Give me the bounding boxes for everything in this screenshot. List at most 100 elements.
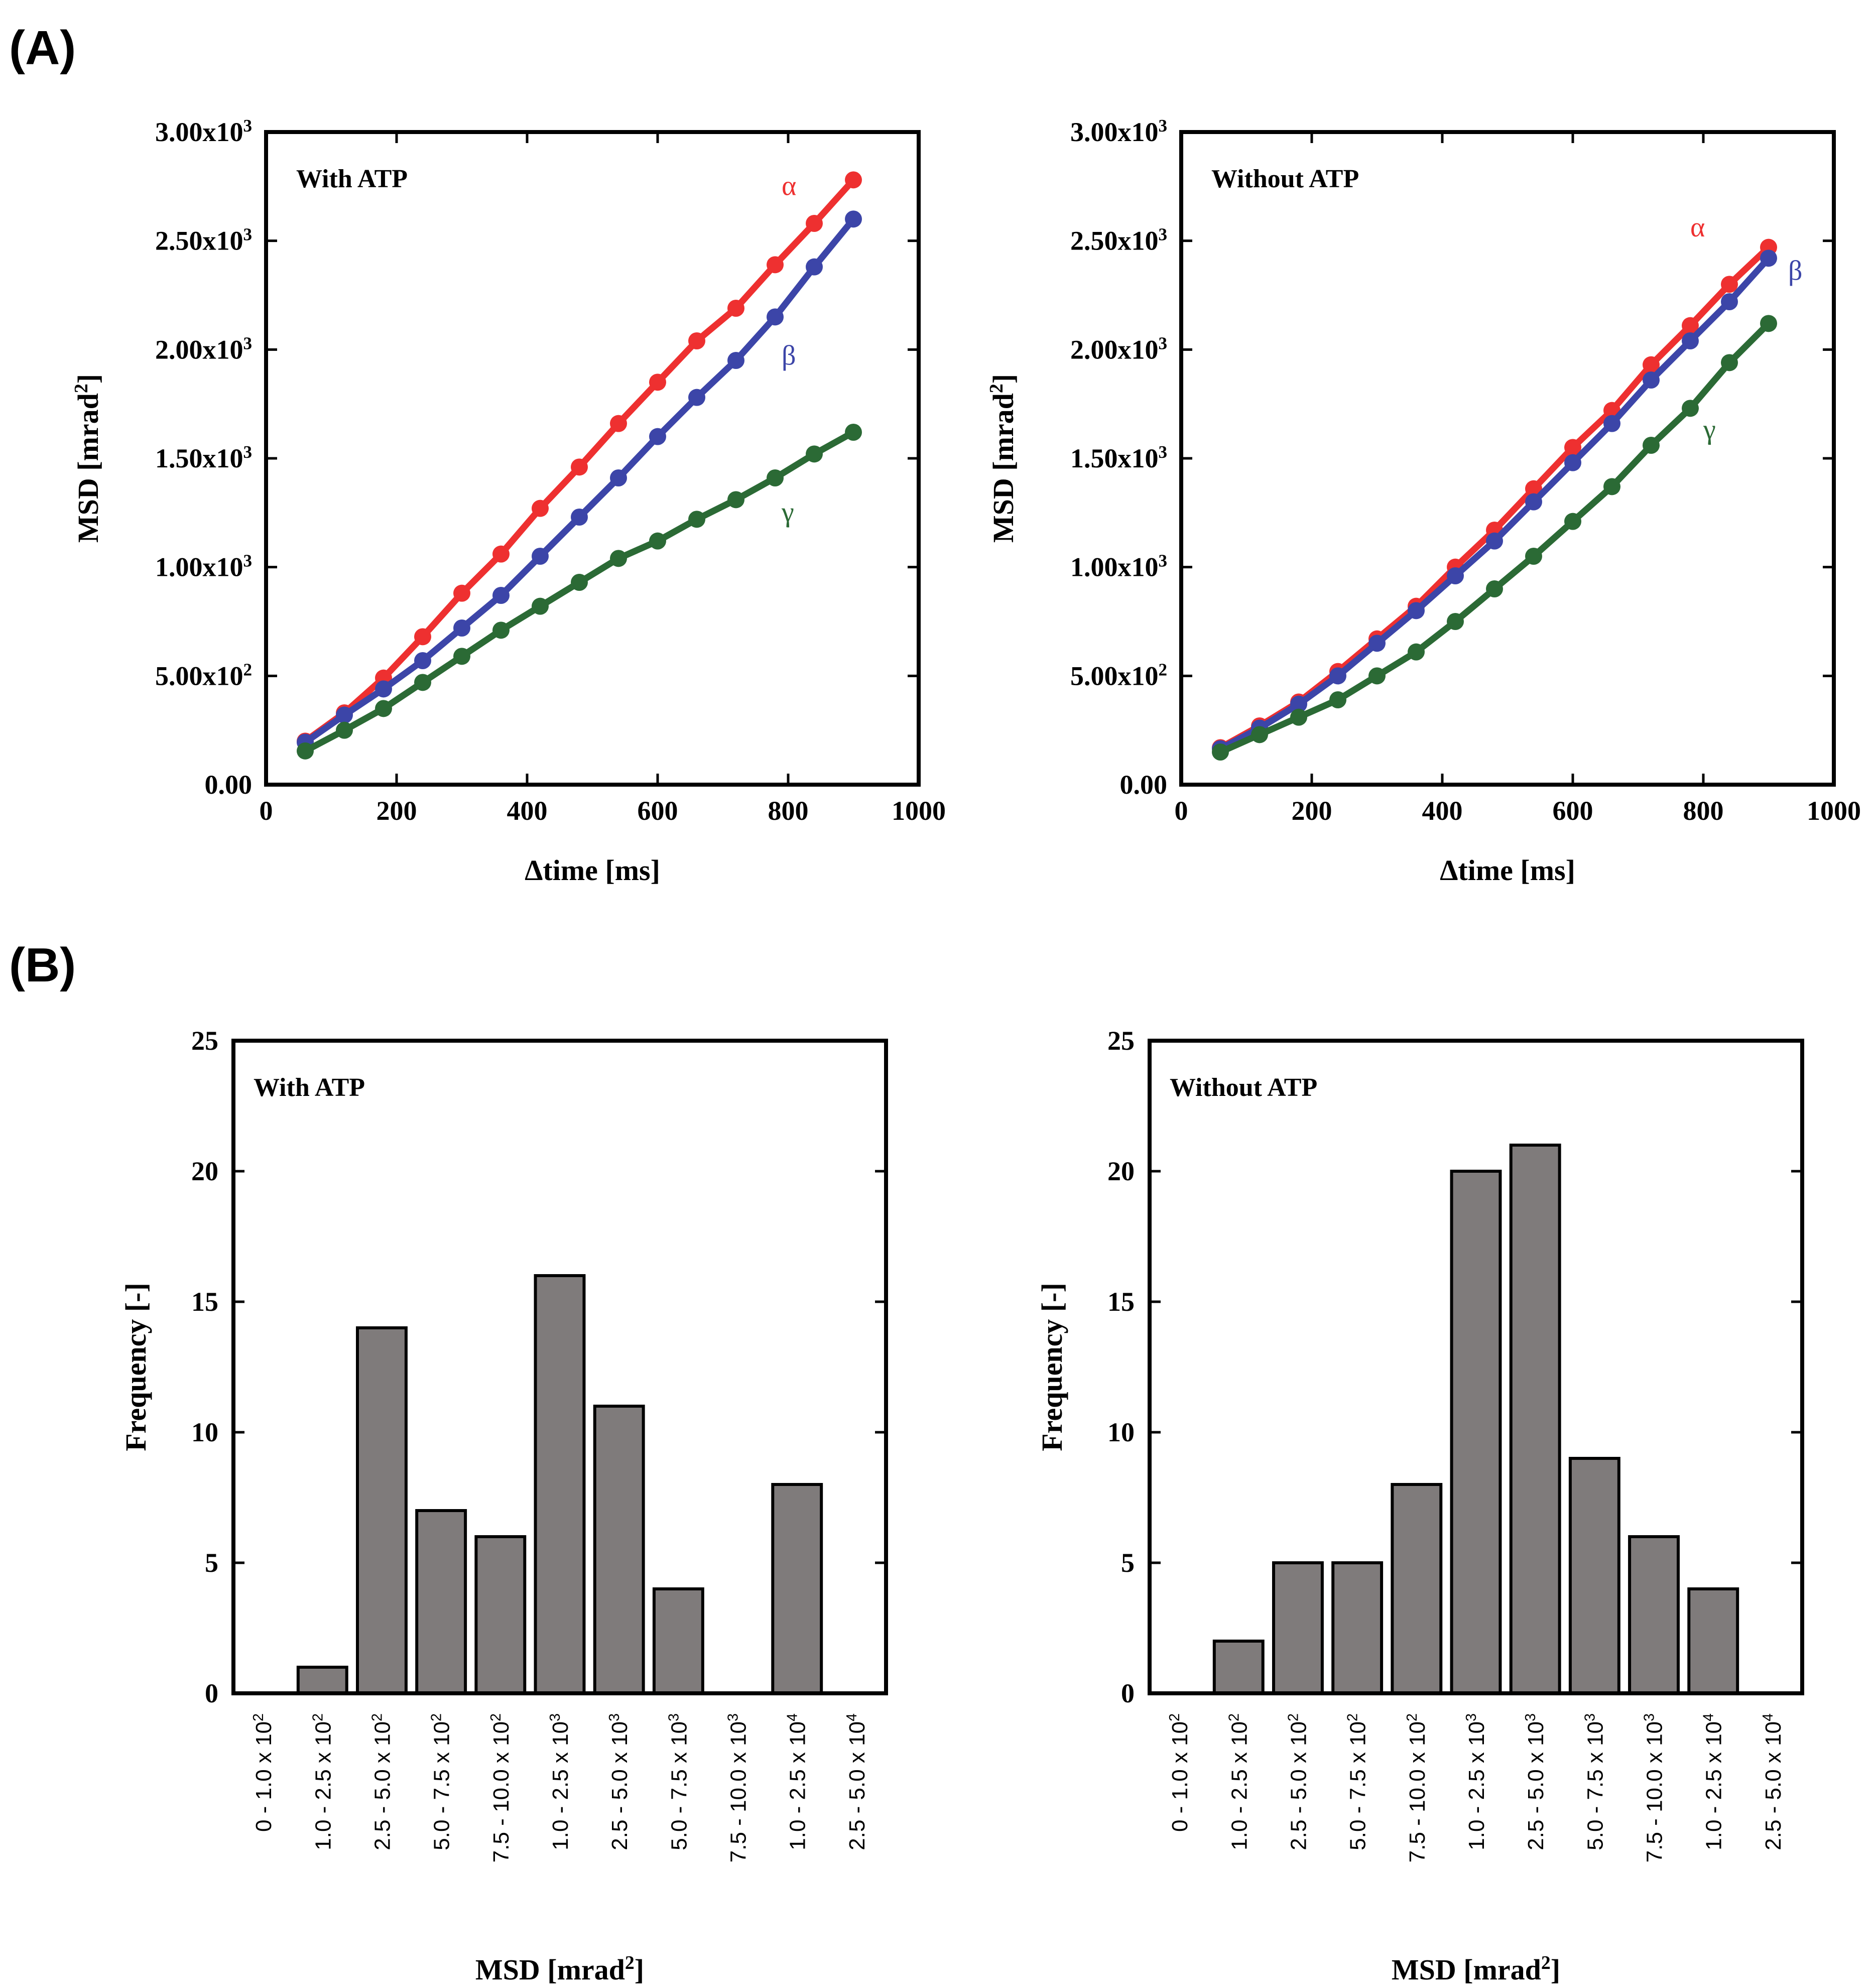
data-point xyxy=(532,500,549,517)
category-label: 2.5 - 5.0 x 104 xyxy=(1760,1713,1786,1850)
y-axis-title: MSD [mrad2] xyxy=(71,374,104,543)
histogram-bar xyxy=(1391,1483,1443,1695)
histogram-bar xyxy=(534,1274,586,1695)
x-tick-label: 600 xyxy=(1553,796,1593,826)
data-point xyxy=(727,352,744,369)
data-point xyxy=(727,300,744,317)
x-tick-label: 400 xyxy=(507,796,548,826)
data-point xyxy=(414,652,431,669)
data-point xyxy=(532,548,549,565)
data-point xyxy=(1643,356,1660,374)
data-point xyxy=(1290,695,1307,713)
data-point xyxy=(571,509,588,526)
category-label: 5.0 - 7.5 x 103 xyxy=(666,1713,691,1850)
y-tick-label: 15 xyxy=(1107,1287,1135,1317)
data-point xyxy=(806,215,823,232)
y-tick-label: 5 xyxy=(205,1548,218,1578)
category-label: 7.5 - 10.0 x 102 xyxy=(1404,1713,1430,1862)
data-point xyxy=(1682,317,1699,334)
data-point xyxy=(375,700,392,717)
data-point xyxy=(727,491,744,509)
category-label: 7.5 - 10.0 x 102 xyxy=(488,1713,514,1862)
data-point xyxy=(1447,613,1464,630)
histogram-bar xyxy=(771,1483,823,1695)
category-label: 5.0 - 7.5 x 102 xyxy=(429,1713,454,1850)
category-label: 5.0 - 7.5 x 103 xyxy=(1582,1713,1607,1850)
category-label: 0 - 1.0 x 102 xyxy=(1167,1713,1192,1832)
y-axis-title: Frequency [-] xyxy=(119,1283,152,1451)
x-axis-title: MSD [mrad2] xyxy=(1392,1952,1560,1986)
data-point xyxy=(610,415,627,432)
y-tick-label: 0.00 xyxy=(1120,770,1168,800)
category-label: 1.0 - 2.5 x 103 xyxy=(547,1713,573,1850)
data-point xyxy=(1682,332,1699,349)
data-point xyxy=(649,428,666,445)
data-point xyxy=(767,469,784,486)
histogram-without-atp: 0 5 10 15 20 25 0 - 1.0 x 102 1.0 - 2.5 x 102 2.… xyxy=(1036,1026,1804,1986)
series-label: β xyxy=(782,340,796,371)
y-tick-label: 3.00x103 xyxy=(1070,116,1167,148)
data-point xyxy=(1408,643,1425,661)
histogram-bar xyxy=(1568,1457,1620,1695)
y-tick-label: 0.00 xyxy=(205,770,253,800)
x-tick-label: 600 xyxy=(638,796,678,826)
data-point xyxy=(1603,478,1620,495)
y-tick-label: 1.00x103 xyxy=(155,551,252,582)
data-point xyxy=(1643,437,1660,454)
data-point xyxy=(767,256,784,274)
data-point xyxy=(492,545,510,563)
data-point xyxy=(1760,250,1777,267)
data-point xyxy=(297,742,314,760)
histogram-bar xyxy=(296,1666,348,1695)
y-tick-label: 2.00x103 xyxy=(155,333,252,365)
y-tick-label: 10 xyxy=(1107,1417,1135,1447)
data-point xyxy=(1760,315,1777,332)
series-label: β xyxy=(1788,256,1803,287)
category-label: 2.5 - 5.0 x 103 xyxy=(1523,1713,1548,1850)
inset-title: With ATP xyxy=(254,1073,365,1102)
x-tick-label: 200 xyxy=(1292,796,1332,826)
data-point xyxy=(1682,400,1699,417)
category-label: 5.0 - 7.5 x 102 xyxy=(1345,1713,1370,1850)
category-label: 2.5 - 5.0 x 103 xyxy=(606,1713,632,1850)
x-tick-label: 0 xyxy=(260,796,273,826)
line-chart-without-atp: 0 200 400 600 800 1000 0.00 5.00x102 1.00x103 1.5… xyxy=(986,116,1861,887)
data-point xyxy=(1525,493,1542,511)
plot-frame xyxy=(1179,130,1836,787)
histogram-with-atp: 0 5 10 15 20 25 0 - 1.0 x 102 1.0 - 2.5 x 102 2.… xyxy=(119,1026,888,1986)
histogram-bar xyxy=(356,1326,408,1695)
inset-title: Without ATP xyxy=(1170,1073,1317,1102)
data-point xyxy=(688,389,705,406)
y-tick-label: 0 xyxy=(1121,1678,1135,1708)
histogram-bar xyxy=(1450,1170,1502,1695)
category-label: 1.0 - 2.5 x 104 xyxy=(1701,1713,1726,1850)
data-point xyxy=(1525,548,1542,565)
data-point xyxy=(688,511,705,528)
data-point xyxy=(845,424,862,441)
x-tick-label: 1000 xyxy=(1807,796,1861,826)
series-label: γ xyxy=(781,497,794,528)
plot-frame xyxy=(231,1039,888,1695)
data-point xyxy=(1290,708,1307,726)
histogram-bar xyxy=(1687,1587,1739,1695)
category-label: 2.5 - 5.0 x 102 xyxy=(1285,1713,1311,1850)
data-point xyxy=(649,532,666,550)
data-point xyxy=(1643,371,1660,389)
data-point xyxy=(571,458,588,476)
data-point xyxy=(414,674,431,691)
data-point xyxy=(845,171,862,189)
data-point xyxy=(610,550,627,567)
data-point xyxy=(1486,532,1503,550)
x-axis-title: MSD [mrad2] xyxy=(475,1952,644,1986)
data-point xyxy=(1368,635,1386,652)
data-point xyxy=(453,584,470,602)
category-label: 2.5 - 5.0 x 104 xyxy=(844,1713,869,1850)
data-point xyxy=(375,680,392,698)
panel-label-a: (A) xyxy=(9,21,76,75)
data-point xyxy=(414,628,431,646)
data-point xyxy=(1408,602,1425,619)
data-point xyxy=(1251,726,1268,743)
histogram-bar xyxy=(1212,1640,1265,1695)
histogram-bar xyxy=(1272,1561,1324,1695)
data-point xyxy=(571,574,588,591)
